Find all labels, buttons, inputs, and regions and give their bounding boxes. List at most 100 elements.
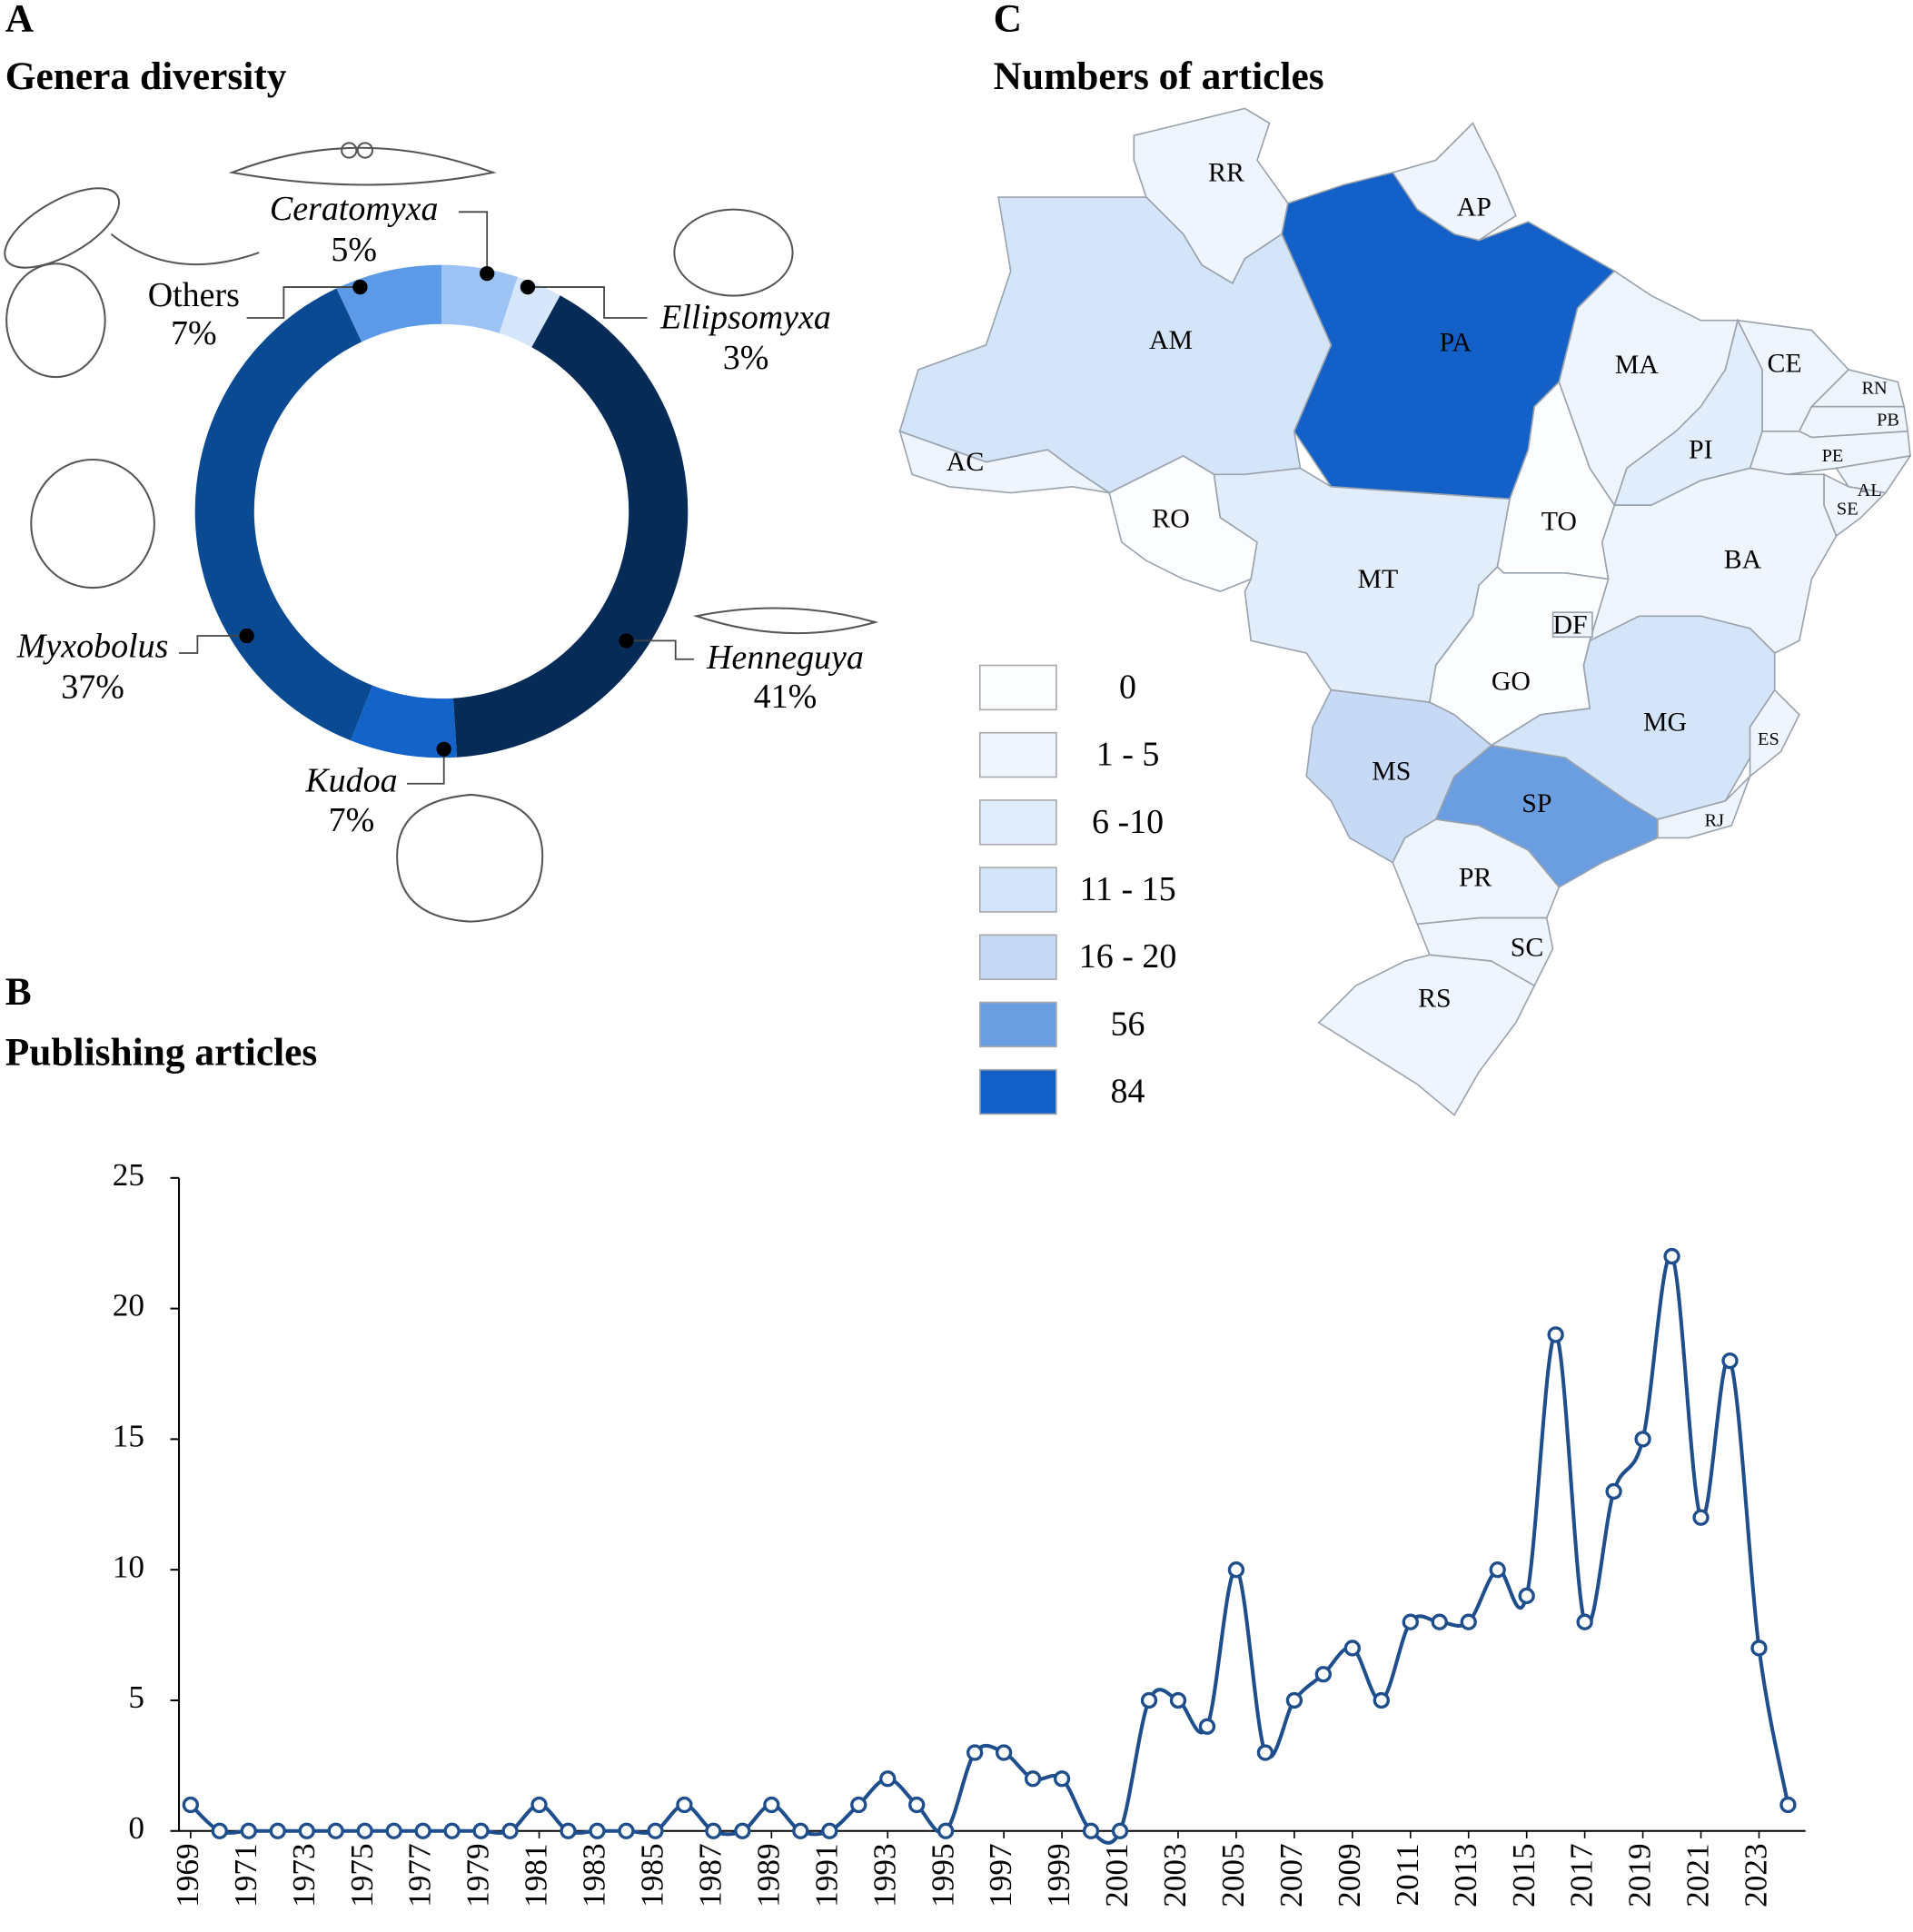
slice-value-label: 37% [61,668,124,706]
data-point [937,1822,955,1839]
data-point [1024,1770,1042,1788]
data-point [1256,1744,1274,1761]
state-label: GO [1492,667,1531,697]
slice-label: Ceratomyxa [270,190,439,228]
illustrations [4,142,879,923]
legend-label: 6 -10 [1092,803,1164,841]
state-label: DF [1552,609,1587,639]
data-point [1402,1613,1419,1630]
data-point [1692,1509,1710,1526]
data-point [1053,1770,1071,1788]
data-point [618,1822,635,1839]
legend-swatch [978,934,1057,980]
series-line [189,1253,1790,1845]
donut-slice [441,264,518,333]
x-tick-label: 1971 [228,1843,263,1907]
panel-title: Genera diversity [5,54,287,98]
panel-letter: B [5,970,32,1014]
state-label: RR [1208,157,1244,187]
data-point [1750,1640,1768,1657]
leader-dot [352,279,368,295]
x-tick-label: 1973 [286,1843,322,1907]
x-tick-label: 2015 [1506,1843,1541,1907]
data-point [1314,1666,1333,1683]
legend-label: 1 - 5 [1096,736,1160,774]
y-tick-label: 25 [113,1157,144,1193]
state-label: AL [1858,481,1882,500]
legend-swatch [978,731,1057,778]
x-tick-label: 1995 [925,1843,960,1907]
x-tick-label: 1981 [519,1843,554,1907]
y-tick-label: 0 [128,1810,144,1846]
donut-slice [499,276,560,348]
data-point [269,1822,286,1839]
state-label: PI [1689,435,1713,465]
data-point [1431,1613,1448,1630]
x-tick-label: 2013 [1448,1843,1483,1907]
data-point [647,1822,664,1839]
state-label: MS [1372,757,1411,787]
legend-label: 16 - 20 [1079,937,1177,976]
x-tick-label: 2021 [1680,1843,1716,1907]
data-point [1779,1796,1797,1814]
state-label: RO [1152,504,1189,534]
state-label: RN [1861,378,1888,398]
state-label: MA [1615,350,1660,380]
panel-title: Publishing articles [5,1030,318,1074]
data-point [443,1822,461,1839]
x-tick-label: 1985 [635,1843,670,1907]
data-point [1663,1247,1680,1265]
data-point [879,1770,897,1788]
state-region [1317,954,1536,1116]
y-tick-label: 15 [113,1418,144,1453]
y-tick-label: 10 [113,1549,144,1584]
state-region [898,430,1110,494]
legend-swatch [978,867,1057,913]
x-tick-label: 1993 [867,1843,902,1907]
slice-value-label: 7% [329,801,375,839]
state-label: RJ [1705,810,1725,830]
data-point [1285,1691,1303,1709]
state-label: SC [1511,933,1543,963]
leader-line [458,211,489,274]
state-label: PB [1877,411,1899,431]
legend-label: 56 [1111,1005,1145,1043]
data-point [1082,1822,1100,1839]
panel-letter: A [5,0,35,40]
state-label: PA [1440,328,1472,358]
x-tick-label: 2011 [1390,1843,1425,1906]
state-label: BA [1724,544,1762,574]
panel-letter: C [994,0,1022,40]
state-label: AP [1457,192,1492,222]
slice-value-label: 7% [171,314,217,352]
data-point [356,1822,373,1839]
legend-swatch [978,1068,1057,1115]
state-label: MG [1643,707,1687,737]
x-tick-label: 1983 [577,1843,612,1907]
data-point [763,1796,780,1814]
leader-dot [239,628,254,644]
state-label: AM [1149,325,1193,355]
x-tick-label: 1989 [750,1843,786,1907]
x-tick-label: 2005 [1215,1843,1251,1907]
x-tick-label: 2001 [1099,1843,1135,1907]
leader-line [246,286,361,319]
x-tick-label: 1987 [692,1843,728,1907]
data-point [1169,1691,1187,1709]
data-point [1111,1822,1129,1839]
donut-slice [194,288,373,741]
data-point [705,1822,722,1839]
slice-value-label: 3% [723,339,769,377]
data-point [1227,1561,1245,1579]
data-point [966,1744,984,1761]
x-tick-label: 1979 [461,1843,496,1907]
leader-dot [520,279,536,295]
state-label: TO [1541,506,1577,536]
y-tick-label: 5 [128,1679,144,1715]
data-point [792,1822,809,1839]
data-point [1634,1431,1651,1448]
data-point [414,1822,431,1839]
data-point [850,1796,867,1814]
data-point [240,1822,257,1839]
